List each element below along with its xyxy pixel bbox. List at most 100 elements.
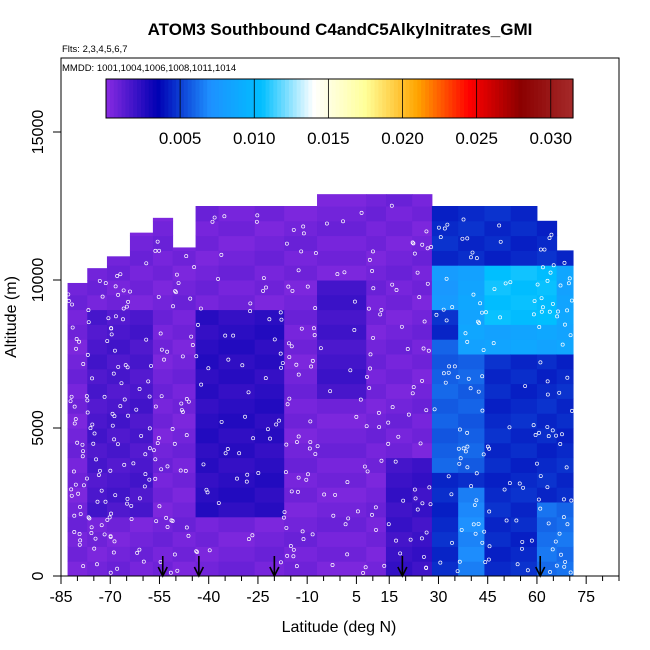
colorbar-step bbox=[273, 79, 278, 118]
observation-point bbox=[296, 372, 301, 377]
heatmap-cell bbox=[536, 398, 558, 414]
observation-point bbox=[313, 306, 318, 311]
heatmap-cell bbox=[366, 250, 387, 266]
observation-point bbox=[354, 414, 359, 419]
observation-point bbox=[450, 540, 454, 545]
observation-point bbox=[144, 337, 149, 342]
heatmap-cell bbox=[510, 502, 538, 518]
observation-point bbox=[168, 570, 173, 575]
heatmap-cell bbox=[129, 516, 154, 533]
heatmap-cell bbox=[484, 442, 512, 459]
observation-point bbox=[206, 366, 211, 371]
observation-point bbox=[304, 477, 309, 482]
observation-point bbox=[455, 569, 460, 574]
observation-point bbox=[538, 474, 543, 478]
heatmap-cell bbox=[412, 428, 433, 444]
observation-point bbox=[135, 550, 140, 555]
colorbar-step bbox=[393, 79, 399, 118]
heatmap-cell bbox=[536, 546, 558, 562]
heatmap-cell bbox=[129, 546, 154, 562]
observation-point bbox=[432, 407, 437, 412]
observation-point bbox=[465, 444, 470, 449]
x-tick-label: 60 bbox=[528, 589, 546, 606]
heatmap-cell bbox=[412, 413, 433, 429]
colorbar-step bbox=[327, 79, 333, 118]
observation-point bbox=[498, 239, 503, 244]
observation-point bbox=[116, 364, 121, 369]
heatmap-cell bbox=[385, 309, 413, 325]
observation-point bbox=[421, 554, 426, 559]
observation-point bbox=[422, 319, 427, 324]
observation-point bbox=[296, 489, 300, 494]
heatmap-cell bbox=[254, 472, 285, 488]
observation-point bbox=[107, 515, 112, 520]
heatmap-cell bbox=[254, 398, 285, 414]
heatmap-cell bbox=[195, 220, 220, 237]
observation-point bbox=[287, 341, 291, 346]
observation-point bbox=[471, 292, 476, 297]
observation-point bbox=[155, 239, 160, 244]
heatmap-cell bbox=[484, 487, 512, 503]
observation-point bbox=[291, 547, 296, 552]
observation-point bbox=[367, 386, 372, 390]
heatmap-cell bbox=[87, 280, 108, 296]
observation-point bbox=[91, 441, 96, 446]
heatmap-cell bbox=[195, 354, 220, 370]
observation-point bbox=[547, 309, 552, 314]
observation-point bbox=[521, 485, 525, 490]
observation-point bbox=[474, 256, 479, 261]
heatmap-cell bbox=[129, 428, 154, 444]
observation-point bbox=[540, 305, 545, 310]
observation-point bbox=[102, 532, 107, 537]
observation-point bbox=[283, 470, 288, 475]
observation-point bbox=[379, 458, 384, 463]
observation-point bbox=[446, 370, 451, 375]
heatmap-cell bbox=[556, 487, 574, 503]
observation-point bbox=[429, 245, 434, 249]
observation-point bbox=[568, 570, 573, 575]
heatmap-cell bbox=[87, 383, 108, 399]
observation-point bbox=[112, 414, 117, 419]
colorbar-step bbox=[537, 79, 543, 118]
observation-point bbox=[539, 309, 544, 314]
heatmap-cell bbox=[67, 413, 88, 429]
colorbar-step bbox=[452, 79, 457, 118]
observation-point bbox=[463, 449, 468, 454]
heatmap-cell bbox=[67, 282, 88, 296]
observation-point bbox=[126, 413, 130, 418]
heatmap-cell bbox=[67, 472, 88, 488]
observation-point bbox=[75, 440, 80, 445]
colorbar-step bbox=[199, 79, 204, 118]
observation-point bbox=[204, 487, 209, 492]
heatmap-cell bbox=[172, 309, 197, 325]
heatmap-cell bbox=[458, 487, 485, 503]
heatmap-cell bbox=[172, 546, 197, 562]
heatmap-cell bbox=[317, 457, 367, 473]
observation-point bbox=[538, 247, 543, 252]
observation-point bbox=[523, 384, 528, 388]
heatmap-cell bbox=[412, 280, 433, 296]
observation-point bbox=[74, 346, 79, 351]
colorbar-step bbox=[265, 79, 271, 118]
heatmap-cell bbox=[317, 194, 367, 207]
colorbar-step bbox=[335, 79, 341, 118]
observation-point bbox=[201, 462, 206, 467]
observation-point bbox=[109, 511, 113, 516]
heatmap-cell bbox=[458, 265, 485, 281]
heatmap-cell bbox=[556, 398, 574, 414]
colorbar-step bbox=[323, 79, 329, 118]
heatmap-cell bbox=[172, 280, 197, 296]
heatmap-cell bbox=[458, 206, 485, 222]
observation-point bbox=[546, 434, 551, 439]
observation-point bbox=[410, 391, 415, 396]
observation-point bbox=[278, 560, 283, 565]
observation-point bbox=[424, 408, 429, 413]
observation-point bbox=[413, 496, 418, 501]
heatmap-cell bbox=[218, 428, 256, 444]
heatmap-cell bbox=[284, 324, 318, 340]
observation-point bbox=[533, 433, 538, 437]
observation-point bbox=[290, 288, 295, 293]
observation-point bbox=[390, 405, 395, 410]
heatmap-cell bbox=[87, 546, 108, 562]
observation-point bbox=[108, 570, 113, 575]
